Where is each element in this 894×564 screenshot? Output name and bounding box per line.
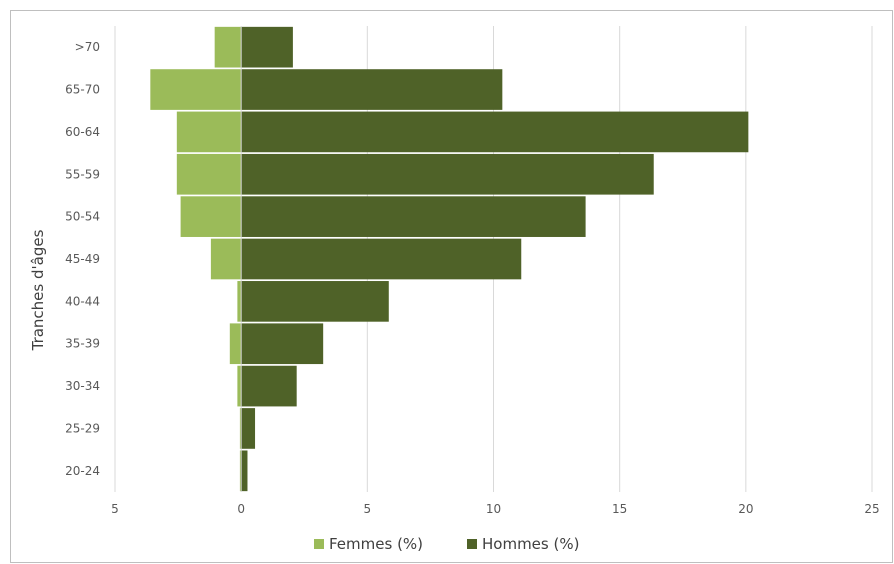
y-tick-label: 45-49 bbox=[65, 252, 100, 266]
bar-hommes-55-59 bbox=[241, 153, 654, 195]
bar-femmes-40-44 bbox=[237, 281, 242, 322]
legend-label: Femmes (%) bbox=[329, 535, 423, 553]
bar-femmes-60-64 bbox=[176, 111, 242, 153]
x-tick-label: 5 bbox=[364, 502, 372, 516]
y-tick-label: 30-34 bbox=[65, 379, 100, 393]
bar-hommes-25-29 bbox=[241, 408, 256, 449]
x-tick-labels: 5 0 5 10 15 20 25 bbox=[111, 502, 879, 516]
y-tick-label: 40-44 bbox=[65, 294, 100, 308]
bar-hommes-65-70 bbox=[241, 69, 503, 110]
bar-hommes-35-39 bbox=[241, 323, 324, 365]
bar-hommes-60-64 bbox=[241, 111, 749, 153]
legend-label: Hommes (%) bbox=[482, 535, 579, 553]
x-tick-label: 25 bbox=[864, 502, 879, 516]
y-tick-label: 35-39 bbox=[65, 337, 100, 351]
bar-femmes-65-70 bbox=[150, 69, 242, 110]
bar-femmes->70 bbox=[214, 26, 242, 68]
bar-hommes-45-49 bbox=[241, 238, 522, 280]
y-tick-label: 55-59 bbox=[65, 167, 100, 181]
y-tick-label: 60-64 bbox=[65, 125, 100, 139]
y-axis-title: Tranches d'âges bbox=[29, 229, 47, 351]
y-tick-label: 50-54 bbox=[65, 210, 100, 224]
y-tick-label: 20-24 bbox=[65, 464, 100, 478]
bar-femmes-55-59 bbox=[176, 153, 242, 195]
y-tick-labels: 20-24 25-29 30-34 35-39 40-44 45-49 50-54 55-59… bbox=[65, 40, 100, 478]
y-tick-label: >70 bbox=[75, 40, 100, 54]
legend: Femmes (%) Hommes (%) bbox=[314, 535, 579, 553]
bar-hommes-40-44 bbox=[241, 281, 389, 322]
y-tick-label: 25-29 bbox=[65, 421, 100, 435]
bar-hommes->70 bbox=[241, 26, 293, 68]
y-tick-label: 65-70 bbox=[65, 83, 100, 97]
bar-femmes-25-29 bbox=[239, 408, 242, 449]
x-tick-label: 5 bbox=[111, 502, 119, 516]
x-tick-label: 10 bbox=[486, 502, 501, 516]
bars bbox=[150, 26, 749, 492]
x-tick-label: 20 bbox=[738, 502, 753, 516]
bar-femmes-45-49 bbox=[210, 238, 242, 280]
legend-swatch bbox=[314, 539, 324, 549]
x-tick-label: 15 bbox=[612, 502, 627, 516]
bar-hommes-20-24 bbox=[241, 450, 248, 492]
legend-swatch bbox=[467, 539, 477, 549]
bar-femmes-30-34 bbox=[237, 365, 242, 407]
bar-femmes-50-54 bbox=[180, 196, 242, 237]
bar-femmes-20-24 bbox=[239, 450, 242, 492]
bar-hommes-50-54 bbox=[241, 196, 586, 237]
bar-hommes-30-34 bbox=[241, 365, 297, 407]
bar-femmes-35-39 bbox=[229, 323, 242, 365]
x-tick-label: 0 bbox=[237, 502, 245, 516]
